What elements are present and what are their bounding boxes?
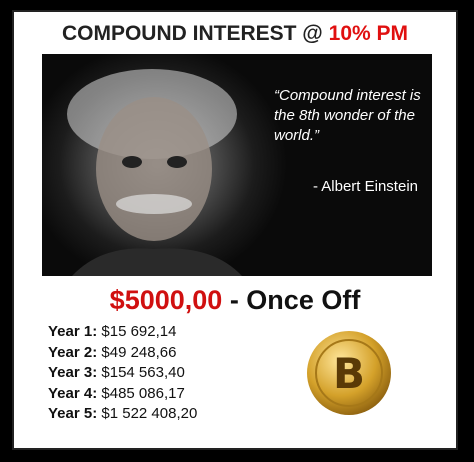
year-label: Year 4: — [48, 385, 97, 402]
year-row: Year 3: $154 563,40 — [48, 363, 197, 384]
year-value: $1 522 408,20 — [101, 405, 197, 422]
year-value: $15 692,14 — [101, 323, 176, 340]
portrait — [42, 54, 272, 276]
author: - Albert Einstein — [313, 178, 418, 195]
title: COMPOUND INTEREST @ 10% PM — [14, 22, 456, 46]
svg-text:B: B — [333, 349, 365, 398]
title-text: COMPOUND INTEREST @ — [62, 22, 323, 45]
card: COMPOUND INTEREST @ 10% PM “Compound int… — [12, 10, 458, 450]
offer: $5000,00 - Once Off — [14, 285, 456, 316]
year-value: $154 563,40 — [101, 364, 184, 381]
photo: “Compound interest is the 8th wonder of … — [42, 54, 432, 276]
year-label: Year 2: — [48, 344, 97, 361]
rate: 10% PM — [329, 22, 408, 45]
year-value: $49 248,66 — [101, 344, 176, 361]
bitcoin-icon: B — [304, 328, 394, 418]
page: {"header": {"title": "COMPOUND INTEREST … — [0, 0, 474, 462]
quote: “Compound interest is the 8th wonder of … — [274, 86, 430, 146]
year-value: $485 086,17 — [101, 385, 184, 402]
year-row: Year 2: $49 248,66 — [48, 343, 197, 364]
year-row: Year 1: $15 692,14 — [48, 322, 197, 343]
offer-label: - Once Off — [230, 285, 361, 315]
amount: $5000,00 — [110, 285, 223, 315]
year-label: Year 5: — [48, 405, 97, 422]
year-label: Year 3: — [48, 364, 97, 381]
year-row: Year 4: $485 086,17 — [48, 384, 197, 405]
year-row: Year 5: $1 522 408,20 — [48, 404, 197, 425]
year-label: Year 1: — [48, 323, 97, 340]
